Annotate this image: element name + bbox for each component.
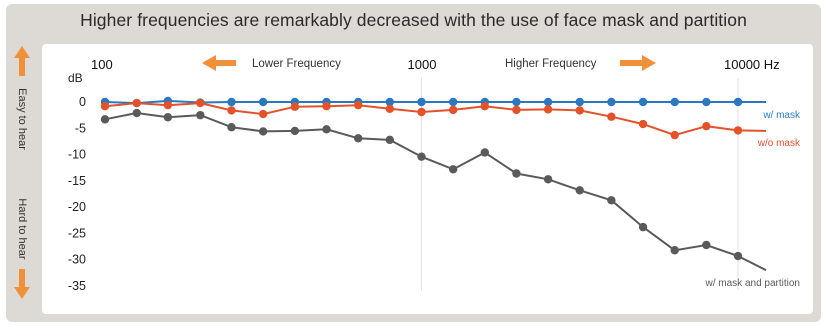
y-tick-label: -5 <box>75 121 86 135</box>
data-point <box>575 186 584 195</box>
x-tick-label: 10000 Hz <box>724 57 780 72</box>
lower-frequency-arrow-icon <box>202 55 236 71</box>
data-point <box>638 97 648 107</box>
y-tick-label: -15 <box>68 174 86 188</box>
lower-frequency-label: Lower Frequency <box>252 58 341 70</box>
data-point <box>480 102 490 111</box>
data-point <box>417 97 426 107</box>
higher-frequency-label: Higher Frequency <box>505 58 597 70</box>
data-point <box>258 97 268 107</box>
data-point <box>512 105 521 115</box>
data-point <box>196 98 205 108</box>
data-point <box>227 123 236 132</box>
data-point <box>132 108 141 118</box>
data-point <box>575 97 584 107</box>
y-unit-label: dB <box>68 71 83 85</box>
data-point <box>163 100 173 110</box>
data-point <box>638 119 648 129</box>
data-point <box>670 130 679 140</box>
hard-to-hear-arrow-icon <box>14 269 30 299</box>
data-point <box>258 127 268 136</box>
data-point <box>417 152 426 161</box>
series-label: w/o mask <box>757 138 801 149</box>
data-point <box>702 240 711 250</box>
x-tick-label: 1000 <box>408 57 437 72</box>
data-point <box>543 175 553 184</box>
data-point <box>227 106 236 115</box>
data-point <box>448 165 458 174</box>
data-point <box>702 97 711 107</box>
data-point <box>543 105 553 114</box>
data-point <box>607 196 616 205</box>
data-point <box>196 110 205 120</box>
data-point <box>607 112 616 121</box>
series-label: w/ mask and partition <box>705 278 801 289</box>
data-point <box>607 97 616 107</box>
data-point <box>100 115 110 124</box>
data-point <box>385 97 394 107</box>
data-point <box>733 251 743 261</box>
y-tick-label: 0 <box>79 95 86 109</box>
data-point <box>733 126 743 135</box>
data-point <box>543 97 553 107</box>
data-point <box>417 107 426 117</box>
data-point <box>100 102 110 111</box>
data-point <box>132 98 141 108</box>
data-point <box>163 113 173 122</box>
data-point <box>448 97 458 107</box>
y-tick-label: -20 <box>68 200 86 214</box>
data-point <box>575 106 584 115</box>
data-point <box>322 125 331 134</box>
data-point <box>733 97 743 107</box>
data-point <box>448 105 458 115</box>
series-label: w/ mask <box>762 110 801 121</box>
y-tick-label: -25 <box>68 226 86 240</box>
data-point <box>290 126 300 136</box>
higher-frequency-arrow-icon <box>620 55 656 71</box>
data-point <box>258 109 268 119</box>
y-tick-label: -35 <box>68 279 86 293</box>
series-line <box>104 111 767 272</box>
series-line <box>104 102 767 137</box>
y-tick-label: -30 <box>68 253 86 267</box>
chart-title: Higher frequencies are remarkably decrea… <box>80 10 747 30</box>
data-point <box>322 102 331 111</box>
plot-panel <box>42 44 813 314</box>
series-line <box>104 99 766 105</box>
data-point <box>354 134 363 143</box>
data-point <box>480 148 490 157</box>
x-tick-label: 100 <box>91 57 113 72</box>
easy-to-hear-arrow-icon <box>14 46 30 76</box>
data-point <box>638 222 648 232</box>
data-point <box>227 97 236 107</box>
data-point <box>290 102 300 111</box>
data-point <box>354 100 363 110</box>
data-point <box>385 104 394 114</box>
y-tick-label: -10 <box>68 148 86 162</box>
data-point <box>512 97 521 107</box>
data-point <box>670 246 679 255</box>
data-point <box>702 121 711 131</box>
data-point <box>385 135 394 145</box>
data-point <box>512 169 521 178</box>
data-point <box>670 97 679 107</box>
